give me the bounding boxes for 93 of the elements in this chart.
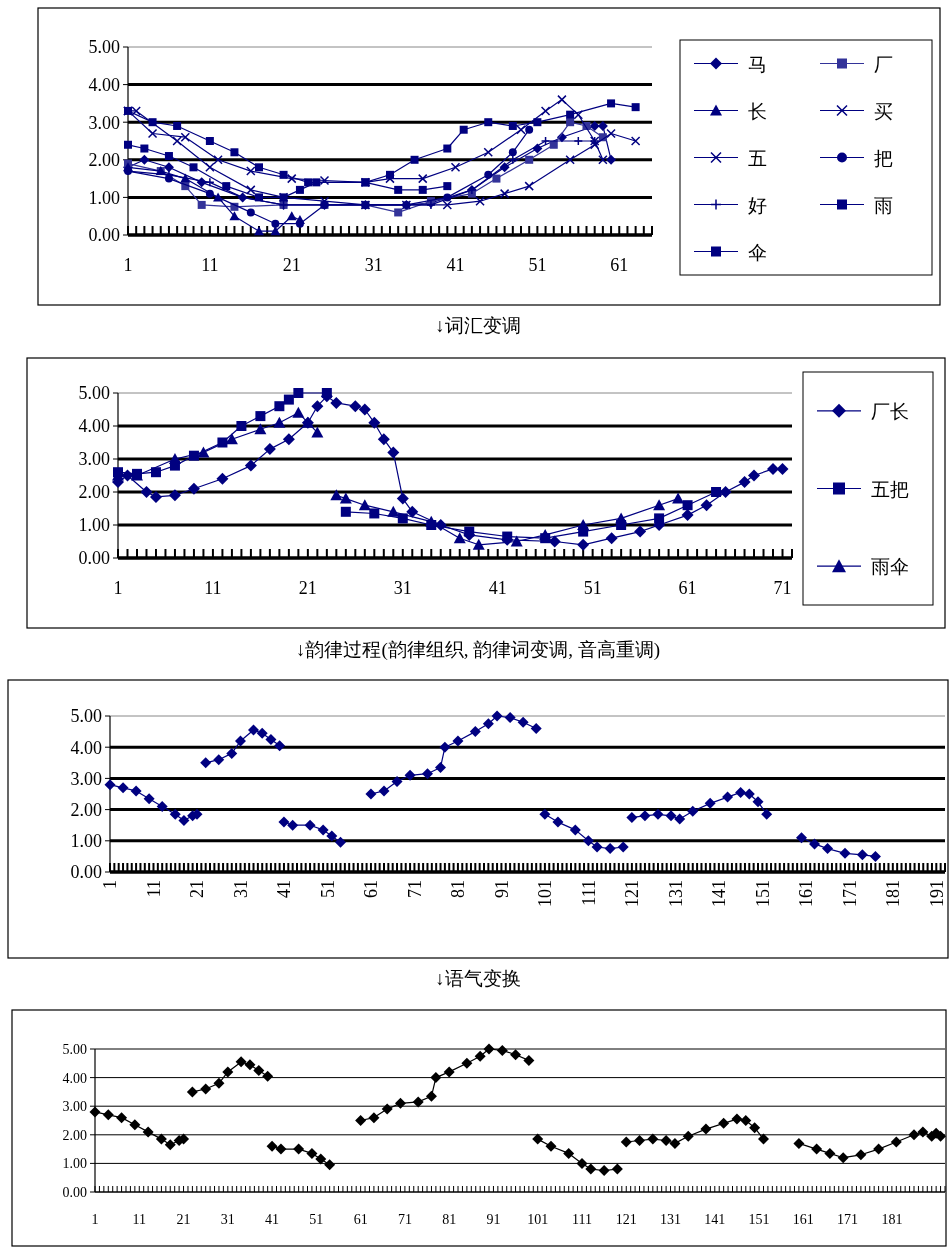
- x-tick-label: 161: [792, 1212, 814, 1227]
- y-tick-label: 5.00: [88, 37, 120, 58]
- x-tick-label: 141: [709, 880, 730, 907]
- y-tick-label: 1.00: [70, 831, 102, 852]
- x-tick-label: 111: [578, 880, 599, 906]
- x-tick-label: 91: [491, 880, 512, 898]
- x-tick-label: 61: [353, 1212, 368, 1227]
- x-tick-label: 141: [704, 1212, 726, 1227]
- text: ↓韵律过程(韵律组织, 韵律词变调, 音高重调): [295, 639, 661, 661]
- x-tick-label: 31: [220, 1212, 235, 1227]
- legend-label: 厂长: [871, 400, 909, 422]
- x-tick-label: 181: [881, 1212, 903, 1227]
- y-tick-label: 2.00: [88, 150, 120, 171]
- x-tick-label: 41: [488, 578, 507, 598]
- x-tick-label: 131: [665, 880, 686, 907]
- x-tick-label: 31: [230, 880, 251, 898]
- x-tick-label: 51: [317, 880, 338, 898]
- x-tick-label: 1: [113, 578, 123, 598]
- x-tick-label: 121: [622, 880, 643, 907]
- x-tick-label: 61: [610, 255, 629, 275]
- legend-label: 厂: [874, 53, 893, 75]
- y-tick-label: 3.00: [78, 449, 110, 470]
- legend-label: 伞: [748, 241, 767, 263]
- y-tick-label: 5.00: [70, 706, 102, 727]
- x-tick-label: 71: [773, 578, 792, 598]
- y-tick-label: 4.00: [70, 737, 102, 758]
- y-tick-label: 5.00: [62, 1041, 87, 1057]
- x-tick-label: 101: [527, 1212, 549, 1227]
- y-tick-label: 5.00: [78, 383, 110, 404]
- x-tick-label: 171: [837, 1212, 859, 1227]
- y-tick-label: 0.00: [70, 862, 102, 883]
- y-tick-label: 2.00: [70, 799, 102, 820]
- x-tick-label: 101: [535, 880, 556, 907]
- x-tick-label: 71: [404, 880, 425, 898]
- x-tick-label: 81: [448, 880, 469, 898]
- y-tick-label: 4.00: [88, 74, 120, 95]
- x-tick-label: 11: [201, 255, 219, 275]
- y-tick-label: 0.00: [78, 548, 110, 569]
- y-tick-label: 0.00: [62, 1184, 87, 1200]
- x-tick-label: 91: [486, 1212, 501, 1227]
- x-tick-label: 21: [187, 880, 208, 898]
- x-tick-label: 51: [528, 255, 547, 275]
- x-tick-label: 1: [100, 880, 121, 889]
- x-tick-label: 61: [361, 880, 382, 898]
- x-tick-label: 41: [265, 1212, 280, 1227]
- legend-label: 马: [748, 53, 767, 75]
- x-tick-label: 151: [748, 1212, 770, 1227]
- x-tick-label: 71: [397, 1212, 412, 1227]
- x-tick-label: 41: [446, 255, 465, 275]
- x-tick-label: 121: [615, 1212, 637, 1227]
- legend-label: 把: [874, 147, 893, 169]
- legend-label: 五: [748, 147, 767, 169]
- x-tick-label: 41: [274, 880, 295, 898]
- x-tick-label: 111: [571, 1212, 592, 1227]
- y-tick-label: 3.00: [70, 768, 102, 789]
- text: ↓词汇变调: [435, 315, 521, 336]
- y-tick-label: 3.00: [62, 1099, 87, 1115]
- x-tick-label: 151: [752, 880, 773, 907]
- x-tick-label: 81: [442, 1212, 457, 1227]
- y-tick-label: 3.00: [88, 112, 120, 133]
- x-tick-label: 11: [204, 578, 222, 598]
- x-tick-label: 31: [393, 578, 412, 598]
- x-tick-label: 21: [176, 1212, 191, 1227]
- x-tick-label: 51: [309, 1212, 324, 1227]
- x-tick-label: 161: [796, 880, 817, 907]
- legend-label: 好: [748, 194, 767, 216]
- legend-label: 五把: [871, 478, 909, 500]
- legend-label: 雨伞: [871, 556, 909, 578]
- legend-label: 买: [874, 100, 893, 122]
- x-tick-label: 61: [678, 578, 697, 598]
- x-tick-label: 1: [91, 1212, 99, 1227]
- x-tick-label: 131: [660, 1212, 682, 1227]
- x-tick-label: 31: [364, 255, 383, 275]
- legend-label: 长: [748, 100, 767, 122]
- y-tick-label: 1.00: [62, 1156, 87, 1172]
- x-tick-label: 1: [123, 255, 133, 275]
- y-tick-label: 2.00: [62, 1127, 87, 1143]
- text: ↓语气变换: [435, 968, 521, 989]
- x-tick-label: 171: [839, 880, 860, 907]
- x-tick-label: 11: [143, 880, 164, 898]
- y-tick-label: 1.00: [78, 515, 110, 536]
- x-tick-label: 191: [926, 880, 947, 907]
- y-tick-label: 1.00: [88, 187, 120, 208]
- y-tick-label: 4.00: [62, 1070, 87, 1086]
- x-tick-label: 51: [583, 578, 602, 598]
- legend-label: 雨: [874, 194, 893, 216]
- y-tick-label: 2.00: [78, 482, 110, 503]
- x-tick-label: 21: [298, 578, 317, 598]
- x-tick-label: 181: [883, 880, 904, 907]
- x-tick-label: 21: [282, 255, 301, 275]
- y-tick-label: 4.00: [78, 416, 110, 437]
- y-tick-label: 0.00: [88, 225, 120, 246]
- x-tick-label: 11: [132, 1212, 147, 1227]
